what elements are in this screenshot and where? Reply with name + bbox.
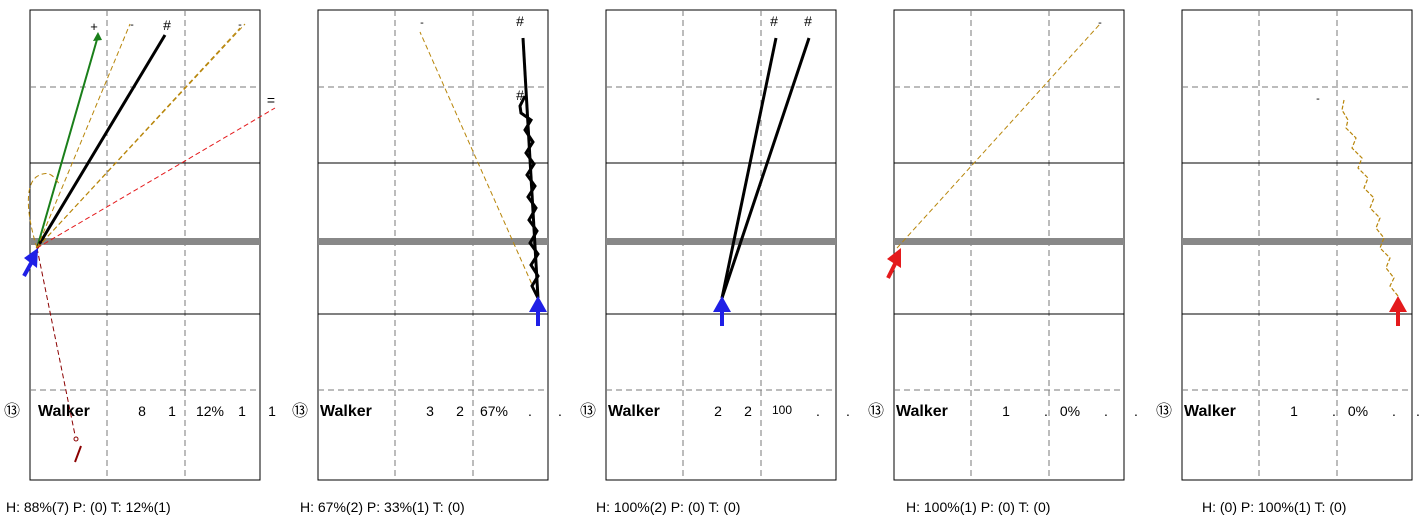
arrowhead-green xyxy=(93,32,102,41)
panel-1: + # - - = ⑬ Walker 8 1 12% 1 1 H: 88%(7)… xyxy=(4,9,276,515)
circled-number: ⑬ xyxy=(1156,402,1172,420)
panel-4: - ⑬ Walker 1 . 0% . . H: 100%(1) P: (0) … xyxy=(868,9,1138,515)
stat-value: 0% xyxy=(1060,403,1080,419)
player-name: Walker xyxy=(320,403,372,420)
batter-arrow-red xyxy=(886,248,901,279)
trajectory-black xyxy=(720,37,778,299)
stat-value: 67% xyxy=(480,403,508,419)
trajectory-dotted xyxy=(896,23,1101,249)
ground-line xyxy=(30,238,260,245)
end-symbol: + xyxy=(90,19,98,34)
stat-value: . xyxy=(528,403,532,419)
trajectory-red-dashed xyxy=(36,107,276,249)
batter-arrow-blue xyxy=(22,248,38,277)
end-symbol: = xyxy=(267,92,275,108)
stat-value: . xyxy=(1332,403,1336,419)
trajectory-black xyxy=(720,37,811,299)
stat-value: . xyxy=(1392,403,1396,419)
end-symbol: - xyxy=(1098,17,1102,29)
panel-footer: H: 67%(2) P: 33%(1) T: (0) xyxy=(300,499,465,515)
panel-footer: H: 88%(7) P: (0) T: 12%(1) xyxy=(6,499,171,515)
stat-value: . xyxy=(1104,403,1108,419)
ball-marker xyxy=(73,436,79,442)
circled-number: ⑬ xyxy=(580,402,596,420)
trajectory-black-jagged xyxy=(518,95,540,299)
end-symbol: # xyxy=(163,17,171,33)
stat-value: . xyxy=(846,403,850,419)
stat-value: 2 xyxy=(714,403,722,419)
stat-value: 1 xyxy=(268,403,276,419)
panel-footer: H: 100%(2) P: (0) T: (0) xyxy=(596,499,740,515)
panel-5: - ⑬ Walker 1 . 0% . . H: (0) P: 100%(1) … xyxy=(1156,9,1420,515)
stat-value: 12% xyxy=(196,403,224,419)
panel-footer: H: (0) P: 100%(1) T: (0) xyxy=(1202,499,1346,515)
batter-arrow-blue xyxy=(529,296,547,326)
stat-value: . xyxy=(816,403,820,419)
circled-number: ⑬ xyxy=(292,402,308,420)
trajectory-darkred-end xyxy=(74,445,82,463)
end-symbol: - xyxy=(420,17,424,29)
stat-value: 3 xyxy=(426,403,434,419)
player-name: Walker xyxy=(608,403,660,420)
stat-value: 0% xyxy=(1348,403,1368,419)
player-name: Walker xyxy=(1184,403,1236,420)
circled-number: ⑬ xyxy=(868,402,884,420)
batter-arrow-blue xyxy=(713,296,731,326)
trajectory-dotted xyxy=(419,31,539,299)
stat-value: 1 xyxy=(1002,403,1010,419)
trajectory-dotted xyxy=(36,27,241,249)
player-name: Walker xyxy=(38,403,90,420)
stat-value: 2 xyxy=(456,403,464,419)
panel-3: # # ⑬ Walker 2 2 100 . . H: 100%(2) P: (… xyxy=(580,9,850,515)
ground-line xyxy=(1182,238,1412,245)
ground-line xyxy=(606,238,836,245)
stat-value: . xyxy=(1044,403,1048,419)
trajectory-dotted xyxy=(36,23,131,249)
trajectory-dotted-jagged xyxy=(1341,99,1399,297)
end-symbol: # xyxy=(804,13,812,29)
trajectory-green xyxy=(36,35,99,249)
panel-2: # - # ⑬ Walker 3 2 67% . . H: 67%(2) P: … xyxy=(292,9,562,515)
stat-value: 100 xyxy=(772,403,792,417)
trajectory-black xyxy=(35,34,167,249)
circled-number: ⑬ xyxy=(4,402,20,420)
end-symbol: # xyxy=(770,13,778,29)
batter-arrow-red xyxy=(1389,296,1407,326)
end-symbol: - xyxy=(1316,93,1320,105)
end-symbol: - xyxy=(130,19,134,31)
end-symbol: - xyxy=(238,19,242,31)
end-symbol: # xyxy=(516,87,524,103)
end-symbol: # xyxy=(516,13,524,29)
player-name: Walker xyxy=(896,403,948,420)
stat-value: . xyxy=(558,403,562,419)
stat-value: 8 xyxy=(138,403,146,419)
stat-value: 2 xyxy=(744,403,752,419)
ground-line xyxy=(894,238,1124,245)
panel-footer: H: 100%(1) P: (0) T: (0) xyxy=(906,499,1050,515)
ground-line xyxy=(318,238,548,245)
stat-value: . xyxy=(1134,403,1138,419)
stat-value: . xyxy=(1416,403,1420,419)
stat-value: 1 xyxy=(238,403,246,419)
stat-value: 1 xyxy=(168,403,176,419)
stat-value: 1 xyxy=(1290,403,1298,419)
